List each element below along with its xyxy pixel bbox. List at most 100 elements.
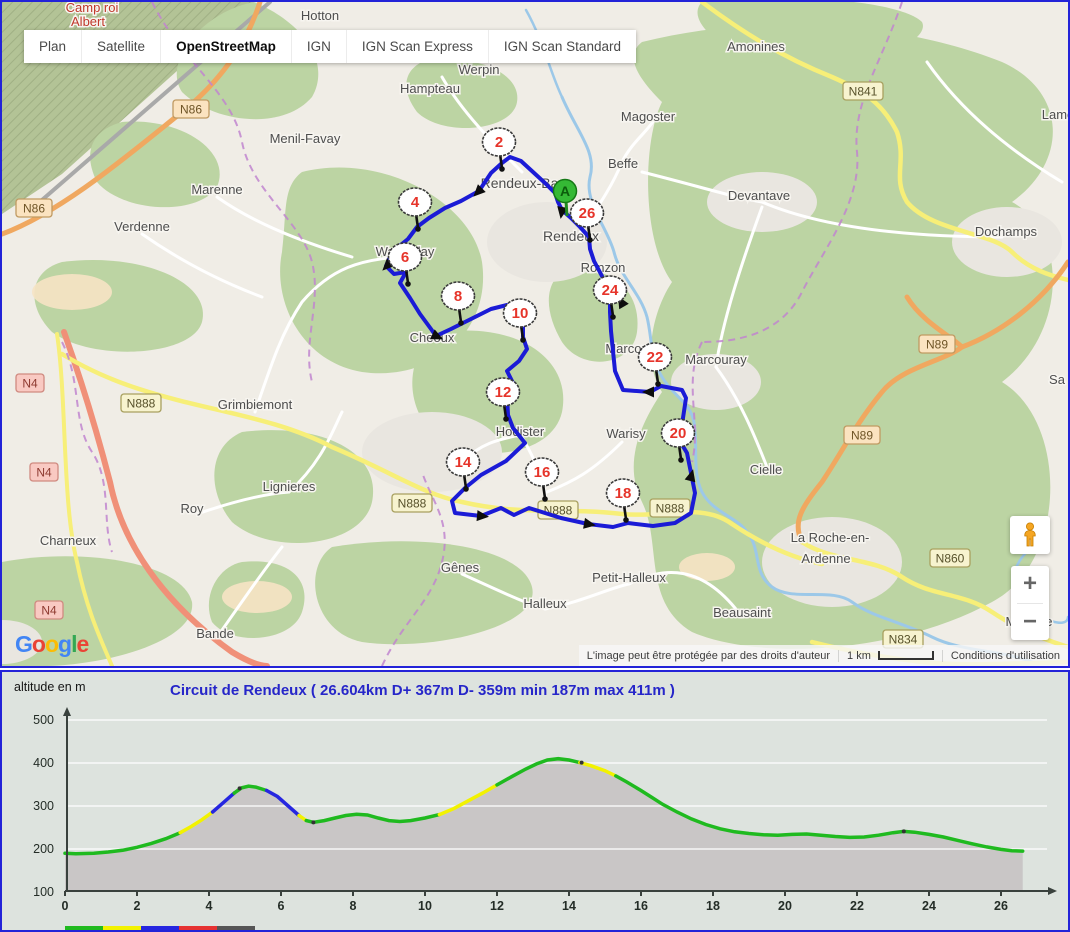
map-layer-tabbar[interactable]: Plan Satellite OpenStreetMap IGN IGN Scan Ex… bbox=[24, 30, 636, 63]
town-label: Bande bbox=[196, 626, 234, 641]
town-label: Beausaint bbox=[713, 605, 771, 620]
road-badge: N4 bbox=[34, 600, 64, 620]
tab-satellite[interactable]: Satellite bbox=[82, 30, 162, 63]
road-n888 bbox=[59, 351, 825, 567]
svg-text:24: 24 bbox=[602, 282, 619, 299]
waypoint-marker-18[interactable]: 18 bbox=[605, 478, 641, 523]
route-arrow bbox=[583, 517, 596, 529]
legend-red bbox=[179, 926, 217, 930]
waypoint-marker-14[interactable]: 14 bbox=[445, 447, 481, 492]
x-tick-label: 4 bbox=[206, 899, 213, 913]
town-label: Werpin bbox=[459, 62, 500, 77]
svg-text:26: 26 bbox=[579, 205, 596, 222]
map-panel[interactable]: Hotton Werpin Hampteau Magoster Beffe Menil-F… bbox=[0, 0, 1070, 668]
town-label: Amonines bbox=[727, 39, 785, 54]
profile-segment bbox=[178, 810, 215, 835]
elevation-panel: altitude en m Circuit de Rendeux ( 26.60… bbox=[0, 670, 1070, 932]
tab-ign[interactable]: IGN bbox=[291, 30, 347, 63]
x-axis-arrow bbox=[1048, 887, 1057, 895]
slope-legend bbox=[65, 926, 255, 930]
town-label: Warisy bbox=[606, 426, 646, 441]
profile-segment bbox=[304, 812, 442, 825]
tab-openstreetmap[interactable]: OpenStreetMap bbox=[161, 30, 292, 63]
x-tick-label: 10 bbox=[418, 899, 432, 913]
x-tick-label: 6 bbox=[278, 899, 285, 913]
x-tick-label: 26 bbox=[994, 899, 1008, 913]
town-label: La Roche-en- bbox=[791, 530, 870, 545]
x-tick-label: 8 bbox=[350, 899, 357, 913]
waypoint-marker-2[interactable]: 2 bbox=[481, 127, 517, 172]
zoom-in-button[interactable]: + bbox=[1022, 570, 1037, 598]
svg-text:4: 4 bbox=[411, 194, 420, 211]
legend-dark bbox=[217, 926, 255, 930]
x-tick-label: 18 bbox=[706, 899, 720, 913]
x-tick-label: 12 bbox=[490, 899, 504, 913]
svg-text:N860: N860 bbox=[936, 552, 965, 566]
waypoint-marker-26[interactable]: 26 bbox=[569, 198, 605, 243]
profile-dot bbox=[901, 829, 906, 834]
road-badge: N89 bbox=[918, 334, 956, 354]
waypoint-marker-8[interactable]: 8 bbox=[440, 281, 476, 326]
profile-segment bbox=[264, 788, 301, 818]
farmland-patches bbox=[32, 274, 735, 613]
terms-link[interactable]: Conditions d'utilisation bbox=[941, 649, 1068, 662]
legend-blue bbox=[141, 926, 179, 930]
svg-text:14: 14 bbox=[455, 454, 472, 471]
road-yellow-left bbox=[55, 332, 114, 666]
road-badge: N89 bbox=[843, 425, 881, 445]
town-label: Verdenne bbox=[114, 219, 170, 234]
road-n4 bbox=[61, 329, 270, 666]
pegman-button[interactable] bbox=[1010, 516, 1050, 554]
google-logo[interactable]: Google bbox=[15, 631, 89, 658]
google-logo-letter: G bbox=[15, 631, 33, 657]
profile-dot bbox=[311, 820, 316, 825]
google-logo-letter: l bbox=[71, 631, 77, 657]
tab-ign-scan-express[interactable]: IGN Scan Express bbox=[346, 30, 489, 63]
town-label: Roy bbox=[180, 501, 204, 516]
tab-ign-scan-standard[interactable]: IGN Scan Standard bbox=[488, 30, 636, 63]
start-marker-a[interactable]: A bbox=[552, 178, 578, 217]
svg-text:N86: N86 bbox=[180, 103, 202, 117]
waypoint-marker-16[interactable]: 16 bbox=[524, 457, 560, 502]
waypoint-marker-4[interactable]: 4 bbox=[397, 187, 433, 232]
x-tick-label: 24 bbox=[922, 899, 936, 913]
town-label: Charneux bbox=[40, 533, 97, 548]
town-label: Sa bbox=[1049, 372, 1066, 387]
road-badge: N888 bbox=[649, 498, 691, 518]
waypoint-marker-6[interactable]: 6 bbox=[387, 242, 423, 287]
route-arrow bbox=[476, 510, 489, 522]
elevation-area-fill bbox=[65, 758, 1023, 891]
svg-text:6: 6 bbox=[401, 249, 409, 266]
road-badge: N860 bbox=[929, 548, 971, 568]
legend-green bbox=[65, 926, 103, 930]
svg-text:N89: N89 bbox=[851, 429, 873, 443]
tab-plan[interactable]: Plan bbox=[24, 30, 83, 63]
waypoint-marker-22[interactable]: 22 bbox=[637, 342, 673, 387]
x-tick-label: 22 bbox=[850, 899, 864, 913]
profile-dot bbox=[237, 786, 242, 791]
map-canvas[interactable]: Hotton Werpin Hampteau Magoster Beffe Menil-F… bbox=[2, 2, 1068, 666]
profile-dot bbox=[579, 760, 584, 765]
road-badge: N841 bbox=[842, 81, 884, 101]
town-label: Albert bbox=[71, 14, 105, 29]
map-attribution: L'image peut être protégée par des droit… bbox=[578, 645, 1068, 666]
x-tick-label: 0 bbox=[62, 899, 69, 913]
scale-bar bbox=[877, 651, 934, 660]
svg-text:N888: N888 bbox=[656, 502, 685, 516]
zoom-out-button[interactable]: − bbox=[1022, 607, 1037, 635]
zoom-control[interactable]: + − bbox=[1011, 566, 1049, 640]
waypoint-marker-24[interactable]: 24 bbox=[592, 275, 628, 320]
waypoint-marker-20[interactable]: 20 bbox=[660, 418, 696, 463]
waypoint-marker-10[interactable]: 10 bbox=[502, 298, 538, 343]
profile-segment bbox=[578, 760, 618, 778]
svg-text:N4: N4 bbox=[22, 377, 38, 391]
town-label: Gênes bbox=[441, 560, 480, 575]
town-label: Hotton bbox=[301, 8, 339, 23]
town-label: Rendeux-Bas bbox=[481, 175, 566, 191]
svg-text:8: 8 bbox=[454, 288, 462, 305]
town-label: Halleux bbox=[523, 596, 567, 611]
waypoint-marker-12[interactable]: 12 bbox=[485, 377, 521, 422]
x-tick-label: 14 bbox=[562, 899, 576, 913]
town-label: Devantave bbox=[728, 188, 790, 203]
